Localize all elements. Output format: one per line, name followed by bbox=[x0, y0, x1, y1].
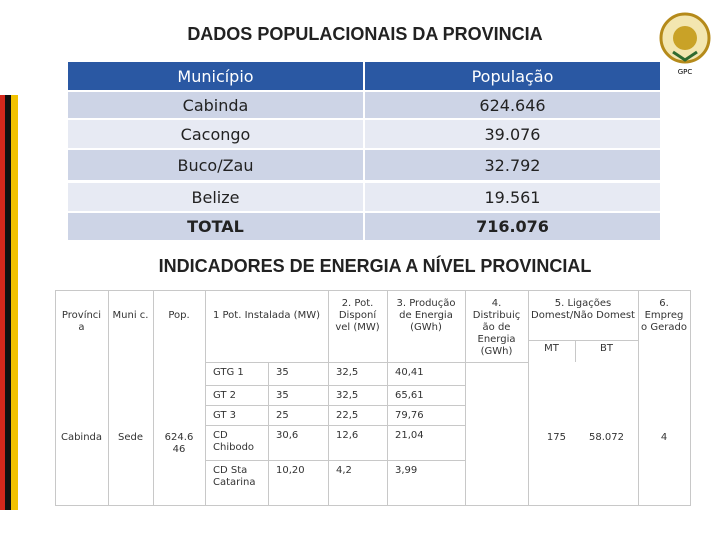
cell: 32,5 bbox=[336, 367, 359, 378]
grid-line bbox=[55, 290, 56, 505]
cell: 624.6 46 bbox=[164, 432, 194, 455]
cell: CD Sta Catarina bbox=[213, 465, 256, 488]
header-cell: 1 Pot. Instalada (MW) bbox=[212, 310, 321, 321]
header-cell: 4. Distribuiç ão de Energia (GWh) bbox=[472, 298, 521, 357]
cell: 10,20 bbox=[276, 465, 305, 476]
header-cell: 5. Ligações Domest/Não Domest bbox=[531, 298, 635, 321]
cell: 65,61 bbox=[395, 390, 424, 401]
cell: 4 bbox=[660, 432, 668, 443]
cell: Cabinda bbox=[68, 92, 363, 118]
header-cell: 6. Empreg o Gerado bbox=[641, 298, 687, 333]
grid-line bbox=[387, 290, 388, 505]
subheader-cell: MT bbox=[544, 343, 559, 354]
grid-line bbox=[205, 385, 465, 386]
cell: 19.561 bbox=[365, 183, 660, 211]
header-cell: Muni c. bbox=[112, 310, 149, 321]
header-cell: 2. Pot. Disponí vel (MW) bbox=[335, 298, 380, 333]
cell: 40,41 bbox=[395, 367, 424, 378]
cell: 30,6 bbox=[276, 430, 299, 441]
cell: GTG 1 bbox=[213, 367, 244, 378]
header-cell: População bbox=[365, 62, 660, 90]
cell: Cacongo bbox=[68, 120, 363, 148]
grid-line bbox=[465, 290, 466, 505]
cell: 35 bbox=[276, 367, 289, 378]
header-cell: Provínci a bbox=[61, 310, 102, 333]
cell: 175 bbox=[546, 432, 566, 443]
grid-line bbox=[528, 290, 529, 505]
cell: 79,76 bbox=[395, 410, 424, 421]
cell: 4,2 bbox=[336, 465, 352, 476]
header-cell: Município bbox=[68, 62, 363, 90]
grid-line bbox=[205, 405, 465, 406]
cell: Cabinda bbox=[60, 432, 103, 443]
grid-line bbox=[205, 425, 465, 426]
header-cell: Pop. bbox=[168, 310, 190, 321]
header-cell: 3. Produção de Energia (GWh) bbox=[396, 298, 456, 333]
grid-line bbox=[108, 290, 109, 505]
title: DADOS POPULACIONAIS DA PROVINCIA bbox=[187, 24, 543, 44]
cell: Sede bbox=[118, 432, 143, 443]
stripe bbox=[5, 95, 11, 510]
logo: GPC bbox=[659, 12, 711, 76]
grid-line bbox=[205, 460, 465, 461]
stripe bbox=[11, 95, 18, 510]
grid-line bbox=[575, 340, 576, 362]
grid-line bbox=[55, 505, 691, 506]
cell: 35 bbox=[276, 390, 289, 401]
cell: TOTAL bbox=[68, 213, 363, 240]
grid-line bbox=[268, 362, 269, 505]
subtitle: INDICADORES DE ENERGIA A NÍVEL PROVINCIA… bbox=[158, 256, 592, 276]
cell: 21,04 bbox=[395, 430, 424, 441]
grid-line bbox=[690, 290, 691, 505]
grid-line bbox=[55, 290, 691, 291]
grid-line bbox=[153, 290, 154, 505]
cell: GT 2 bbox=[213, 390, 237, 401]
cell: 58.072 bbox=[589, 432, 624, 443]
subheader-cell: BT bbox=[600, 343, 613, 354]
grid-line bbox=[528, 340, 638, 341]
cell: Buco/Zau bbox=[68, 150, 363, 180]
grid-line bbox=[205, 290, 206, 505]
cell: GT 3 bbox=[213, 410, 237, 421]
cell: 716.076 bbox=[365, 213, 660, 240]
cell: 3,99 bbox=[395, 465, 418, 476]
grid-line bbox=[638, 290, 639, 505]
cell: CD Chibodo bbox=[213, 430, 255, 453]
grid-line bbox=[328, 290, 329, 505]
cell: 25 bbox=[276, 410, 289, 421]
cell: 32.792 bbox=[365, 150, 660, 180]
cell: 39.076 bbox=[365, 120, 660, 148]
logo-text: GPC bbox=[678, 68, 693, 76]
cell: 624.646 bbox=[365, 92, 660, 118]
cell: 22,5 bbox=[336, 410, 359, 421]
grid-line bbox=[205, 362, 528, 363]
cell: Belize bbox=[68, 183, 363, 211]
stripe bbox=[0, 95, 5, 510]
cell: 32,5 bbox=[336, 390, 359, 401]
cell: 12,6 bbox=[336, 430, 359, 441]
